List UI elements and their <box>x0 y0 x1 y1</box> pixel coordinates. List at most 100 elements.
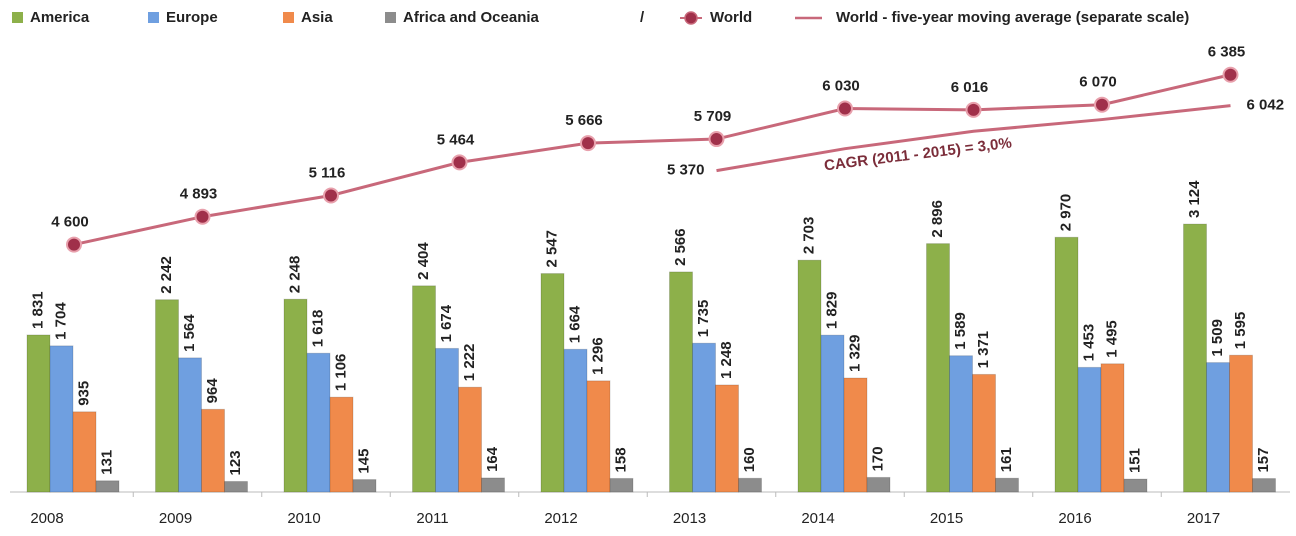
data-label: 2 547 <box>543 230 560 268</box>
data-label: 4 600 <box>51 214 89 231</box>
data-label: 2 242 <box>158 256 175 294</box>
data-label: 5 464 <box>437 131 475 148</box>
data-label: 6 385 <box>1208 44 1246 61</box>
data-label: 2 703 <box>800 217 817 255</box>
marker <box>1222 66 1239 83</box>
data-label: 161 <box>998 447 1015 472</box>
data-label: 935 <box>75 381 92 406</box>
marker <box>837 100 853 117</box>
data-label: 1 674 <box>438 304 455 342</box>
bar <box>563 348 588 493</box>
legend-swatch <box>148 12 159 23</box>
data-label: 1 509 <box>1209 319 1226 357</box>
legend-swatch <box>385 12 396 23</box>
bar <box>1252 478 1276 493</box>
bar <box>738 477 762 493</box>
data-label: 1 831 <box>29 291 46 329</box>
data-label: 1 589 <box>952 312 969 350</box>
marker <box>708 131 725 148</box>
bar <box>435 347 459 493</box>
x-tick-label: 2012 <box>544 510 577 527</box>
data-label: 2 970 <box>1057 194 1074 232</box>
data-label: 2 566 <box>672 228 689 266</box>
legend-separator: / <box>640 9 645 26</box>
marker <box>1094 96 1110 113</box>
data-label: 164 <box>484 446 501 472</box>
data-label: 1 664 <box>566 305 583 343</box>
data-label: 1 564 <box>181 314 198 352</box>
bar <box>329 396 354 493</box>
data-label: 4 893 <box>180 186 218 203</box>
data-label: 1 329 <box>846 334 863 372</box>
bar <box>715 384 739 493</box>
bar <box>866 476 891 493</box>
data-label: 131 <box>98 450 115 475</box>
legend-label: World - five-year moving average (separa… <box>836 9 1189 26</box>
data-label: 1 453 <box>1080 324 1097 362</box>
bar <box>1206 362 1230 493</box>
legend-swatch <box>283 12 294 23</box>
bar <box>412 285 436 493</box>
data-label: 160 <box>741 447 758 472</box>
legend-swatch <box>12 12 23 23</box>
data-label: 5 116 <box>309 164 346 181</box>
line <box>716 104 1231 173</box>
data-label: 1 106 <box>332 354 349 392</box>
x-tick-label: 2017 <box>1187 510 1220 527</box>
data-label: 2 248 <box>286 256 303 294</box>
x-tick-label: 2016 <box>1058 510 1091 527</box>
bar <box>201 408 225 493</box>
data-label: 1 704 <box>52 302 69 340</box>
bar <box>540 273 565 493</box>
data-label: 6 042 <box>1247 97 1285 114</box>
marker <box>965 101 982 118</box>
bar <box>72 411 97 493</box>
data-label: 1 222 <box>461 344 478 382</box>
data-label: 145 <box>355 449 372 474</box>
data-label: 1 248 <box>718 341 735 379</box>
bar <box>1183 223 1207 493</box>
bar <box>926 243 950 493</box>
data-label: 2 896 <box>929 200 946 238</box>
marker <box>66 236 82 253</box>
legend-label: Africa and Oceania <box>403 9 540 26</box>
x-tick-label: 2009 <box>159 510 192 527</box>
x-tick-label: 2015 <box>930 510 963 527</box>
data-label: 1 735 <box>695 300 712 338</box>
bar <box>586 380 611 493</box>
data-label: 6 016 <box>951 79 989 96</box>
data-label: 1 495 <box>1103 320 1120 358</box>
x-tick-label: 2014 <box>801 510 834 527</box>
marker <box>580 135 596 152</box>
data-label: 6 030 <box>822 77 860 94</box>
bar <box>692 342 716 493</box>
legend-label: Europe <box>166 9 218 26</box>
marker <box>451 154 468 171</box>
legend-label: Asia <box>301 9 333 26</box>
data-label: 5 370 <box>667 162 705 179</box>
data-label: 964 <box>204 378 221 404</box>
bar <box>1123 478 1148 493</box>
data-label: 2 404 <box>415 242 432 280</box>
x-tick-label: 2010 <box>287 510 320 527</box>
data-label: 1 371 <box>975 331 992 369</box>
data-label: 5 666 <box>565 112 603 129</box>
data-label: 1 618 <box>309 310 326 348</box>
bar <box>26 334 51 493</box>
data-label: 6 070 <box>1079 74 1117 91</box>
bar <box>972 373 996 493</box>
bar <box>352 479 377 493</box>
legend-label: World <box>710 9 752 26</box>
bar <box>949 355 973 493</box>
legend-label: America <box>30 9 90 26</box>
bar <box>797 259 822 493</box>
annotation: CAGR (2011 - 2015) = 3,0% <box>823 135 1013 175</box>
bar <box>283 298 308 493</box>
data-label: 3 124 <box>1186 180 1203 218</box>
marker <box>194 208 211 225</box>
data-label: 170 <box>869 446 886 471</box>
line <box>73 73 1231 247</box>
bar <box>1077 366 1102 493</box>
data-label: 5 709 <box>694 108 732 125</box>
x-tick-label: 2013 <box>673 510 706 527</box>
